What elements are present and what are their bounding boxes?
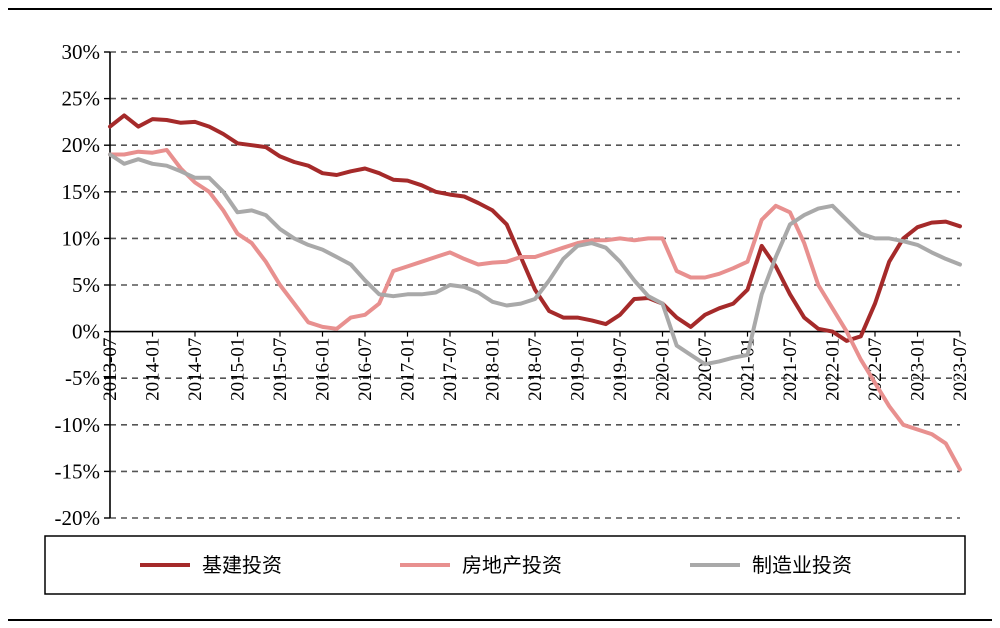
- series-line-1: [108, 113, 962, 343]
- x-tick-label: 2022-01: [823, 338, 844, 401]
- x-tick-label: 2020-07: [695, 338, 716, 401]
- x-tick-label: 2014-01: [143, 338, 164, 401]
- y-tick-label: 20%: [62, 133, 101, 157]
- y-tick-label: -5%: [65, 366, 100, 390]
- series-lines: [108, 113, 962, 472]
- x-tick-label: 2022-07: [865, 338, 886, 401]
- x-tick-label: 2021-07: [780, 338, 801, 401]
- x-tick-label: 2016-07: [355, 338, 376, 401]
- x-tick-label: 2021-01: [738, 338, 759, 401]
- y-tick-label: -20%: [55, 506, 101, 530]
- x-tick-label: 2015-07: [270, 338, 291, 401]
- y-tick-label: -15%: [55, 459, 101, 483]
- y-tick-label: 15%: [62, 180, 101, 204]
- legend-label-3: 制造业投资: [752, 553, 852, 577]
- legend-label-1: 基建投资: [202, 553, 282, 577]
- x-tick-label: 2018-01: [483, 338, 504, 401]
- x-tick-label: 2020-01: [653, 338, 674, 401]
- legend-box: [44, 535, 966, 595]
- x-tick-label: 2015-01: [228, 338, 249, 401]
- x-tick-label: 2017-01: [398, 338, 419, 401]
- x-axis-ticks: 2013-07 2014-01 2014-07 2015-01 2015-07 2016-…: [100, 331, 971, 401]
- y-axis-ticks: 30% 25% 20% 15% 10% 5% 0% -5% -10% -15% -20%: [55, 40, 110, 530]
- x-tick-label: 2013-07: [100, 338, 121, 401]
- series-line-3: [108, 152, 962, 367]
- y-tick-label: 10%: [62, 226, 101, 250]
- legend: 基建投资 房地产投资 制造业投资: [44, 535, 966, 595]
- x-tick-label: 2017-07: [440, 338, 461, 401]
- y-tick-label: 0%: [72, 320, 100, 344]
- y-tick-label: 5%: [72, 273, 100, 297]
- series-line-2: [108, 147, 962, 472]
- x-tick-label: 2019-01: [568, 338, 589, 401]
- x-tick-label: 2014-07: [185, 338, 206, 401]
- x-tick-label: 2018-07: [525, 338, 546, 401]
- x-tick-label: 2019-07: [610, 338, 631, 401]
- x-tick-label: 2023-07: [950, 338, 971, 401]
- y-tick-label: -10%: [55, 413, 101, 437]
- x-tick-label: 2016-01: [313, 338, 334, 401]
- y-tick-label: 25%: [62, 87, 101, 111]
- legend-label-2: 房地产投资: [462, 553, 562, 577]
- x-tick-label: 2023-01: [908, 338, 929, 401]
- gridlines: [110, 51, 960, 519]
- y-tick-label: 30%: [62, 40, 101, 64]
